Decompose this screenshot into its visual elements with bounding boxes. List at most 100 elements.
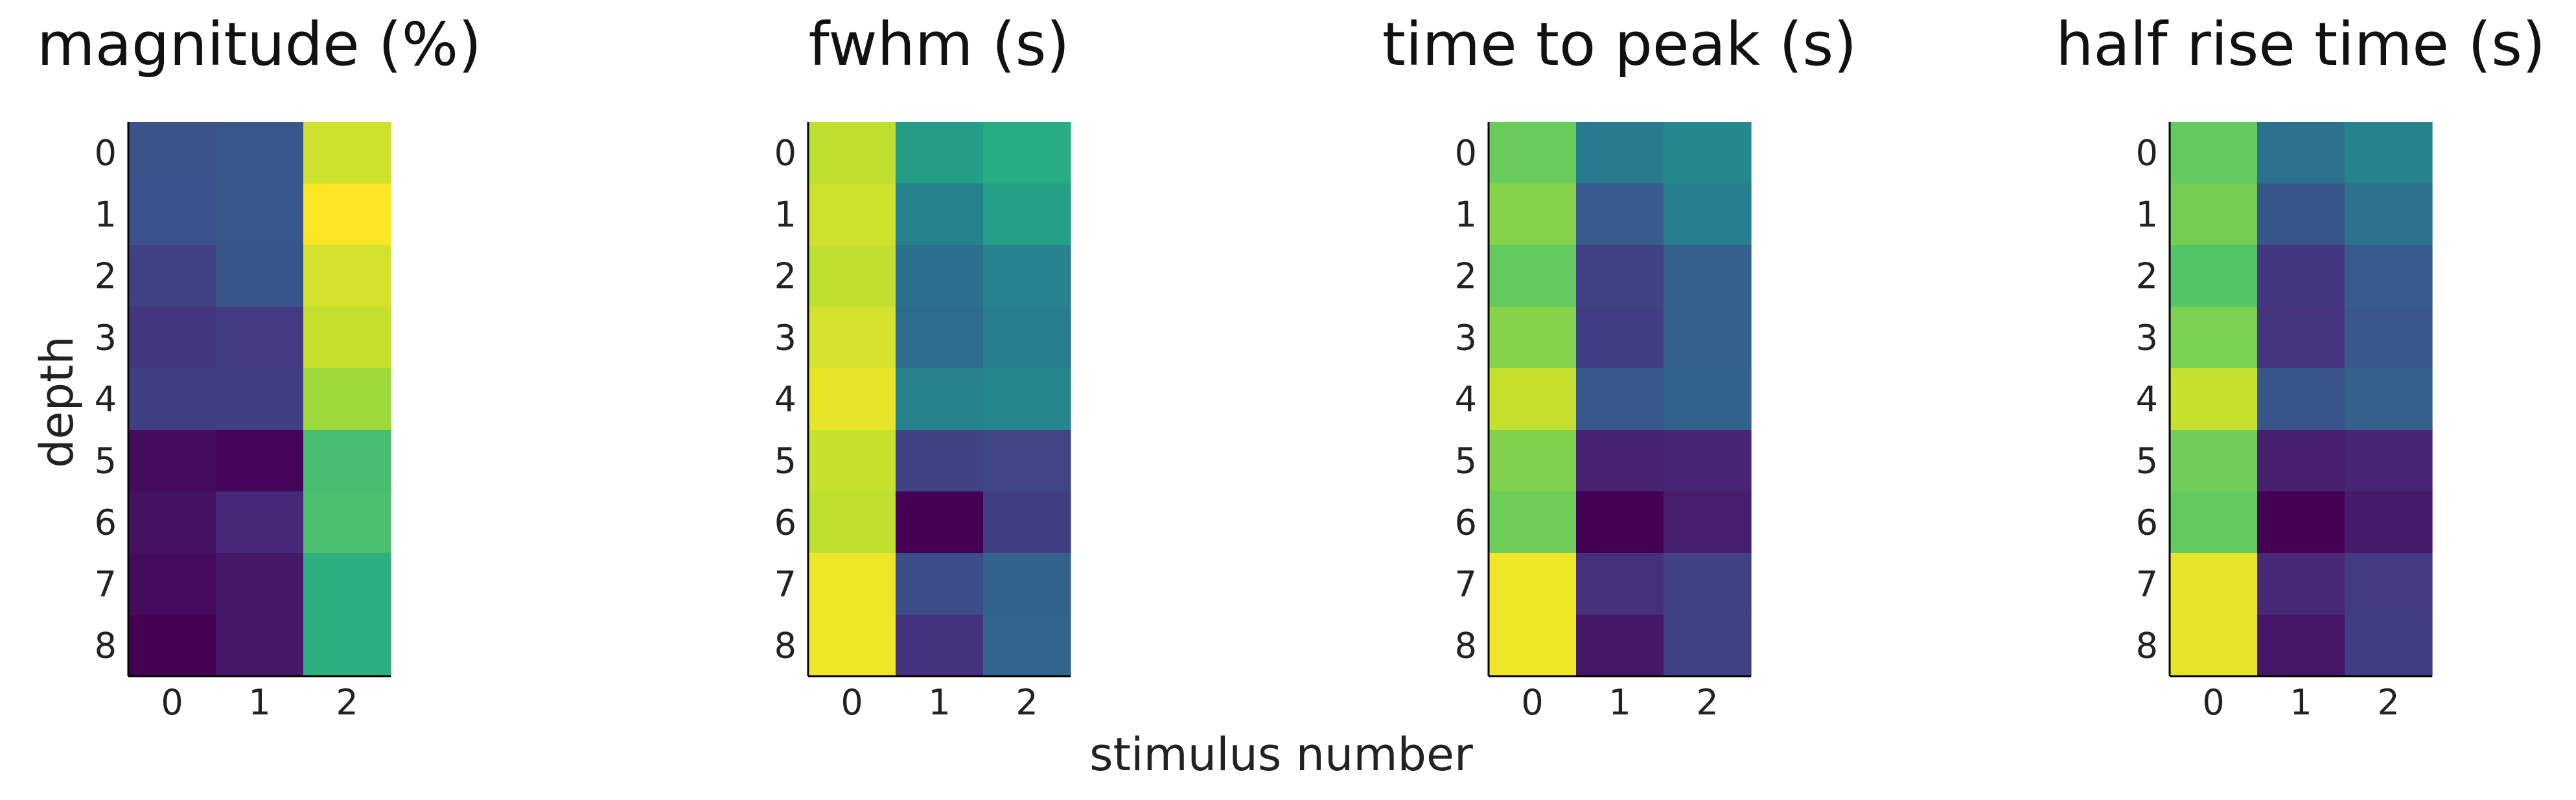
x-tick-label: 2 — [1015, 682, 1038, 723]
y-tick-label: 3 — [774, 318, 796, 359]
heatmap-cell — [2345, 553, 2433, 615]
heatmap-cell — [896, 307, 984, 369]
x-tick-label: 0 — [2202, 682, 2224, 723]
y-tick-label: 3 — [2136, 318, 2158, 359]
x-tick-label: 0 — [1521, 682, 1543, 723]
y-tick-label: 8 — [2136, 626, 2158, 666]
x-tick-label: 1 — [2290, 682, 2312, 723]
heatmap-cell — [983, 245, 1071, 307]
heatmap-cell — [2170, 307, 2258, 369]
y-tick-label: 7 — [2136, 564, 2158, 605]
heatmap-cell — [1576, 245, 1664, 307]
heatmap-cell — [2257, 553, 2345, 615]
heatmap-cell — [2345, 430, 2433, 492]
heatmap-cell — [1489, 615, 1577, 677]
heatmap-cell — [1664, 122, 1752, 184]
heatmap-cell — [896, 122, 984, 184]
heatmap-cell — [2257, 430, 2345, 492]
heatmap-cell — [1664, 368, 1752, 430]
y-tick-label: 5 — [1455, 441, 1477, 482]
heatmap-cell — [303, 491, 391, 554]
heatmap-cell — [2170, 183, 2258, 246]
x-axis-label: stimulus number — [1089, 728, 1473, 781]
heatmap-cell — [808, 553, 896, 615]
heatmap-cell — [1664, 553, 1752, 615]
heatmap-cell — [1664, 615, 1752, 677]
heatmap-cell — [1664, 245, 1752, 307]
heatmap-cell — [983, 430, 1071, 492]
heatmap-cell — [2345, 122, 2433, 184]
heatmap-cell — [1576, 183, 1664, 246]
y-tick-label: 7 — [95, 564, 117, 605]
heatmap-cell — [808, 245, 896, 307]
heatmap-cell — [1576, 553, 1664, 615]
heatmap-cell — [1576, 491, 1664, 554]
heatmap-cell — [983, 491, 1071, 554]
x-tick-label: 2 — [336, 682, 358, 723]
heatmap-cell — [128, 122, 216, 184]
heatmap-cell — [1664, 183, 1752, 246]
heatmap-cell — [1489, 122, 1577, 184]
heatmap-cell — [2170, 491, 2258, 554]
heatmap-cell — [303, 183, 391, 246]
y-tick-label: 8 — [1455, 626, 1477, 666]
x-tick-label: 2 — [2377, 682, 2399, 723]
heatmap-cell — [216, 553, 304, 615]
heatmap-cell — [808, 615, 896, 677]
y-tick-label: 1 — [1455, 194, 1477, 235]
panel-title: magnitude (%) — [37, 10, 482, 79]
heatmap-cell — [1576, 430, 1664, 492]
heatmap-panel: fwhm (s) 0 1 2 3 4 5 6 7 8 0 1 2 — [774, 10, 1071, 723]
heatmap-cell — [128, 245, 216, 307]
y-tick-label: 5 — [95, 441, 117, 482]
heatmap-cell — [303, 553, 391, 615]
y-tick-label: 6 — [774, 502, 796, 543]
heatmap-cell — [2170, 553, 2258, 615]
heatmap-cell — [1576, 122, 1664, 184]
heatmap-cell — [216, 122, 304, 184]
heatmap-cell — [303, 368, 391, 430]
heatmap-cell — [2345, 245, 2433, 307]
y-tick-label: 6 — [95, 502, 117, 543]
heatmap-cell — [216, 615, 304, 677]
x-tick-label: 0 — [161, 682, 183, 723]
heatmap-cell — [2170, 430, 2258, 492]
heatmap-cell — [128, 615, 216, 677]
y-tick-label: 2 — [774, 256, 796, 297]
y-tick-label: 5 — [2136, 441, 2158, 482]
heatmap-cell — [2345, 368, 2433, 430]
y-tick-label: 7 — [1455, 564, 1477, 605]
y-tick-label: 4 — [95, 379, 117, 420]
heatmap-cell — [2257, 183, 2345, 246]
heatmap-cell — [2257, 368, 2345, 430]
heatmap-cell — [128, 430, 216, 492]
y-tick-label: 2 — [2136, 256, 2158, 297]
heatmap-cell — [2170, 245, 2258, 307]
heatmap-cell — [983, 183, 1071, 246]
y-tick-label: 0 — [774, 133, 796, 174]
heatmap-cell — [128, 183, 216, 246]
heatmap-cell — [2345, 491, 2433, 554]
y-tick-label: 2 — [1455, 256, 1477, 297]
heatmap-cell — [303, 245, 391, 307]
heatmap-cell — [983, 615, 1071, 677]
heatmap-cell — [1664, 307, 1752, 369]
heatmap-panel: time to peak (s) 0 1 2 3 4 5 6 7 8 0 1 2 — [1382, 10, 1857, 723]
heatmap-cell — [303, 615, 391, 677]
heatmap-cell — [303, 307, 391, 369]
heatmap-cell — [808, 307, 896, 369]
heatmap-panels: magnitude (%) 0 1 2 3 4 5 6 7 8 0 1 2 fwhm (s) 0 1 2 3 4 5 6… — [37, 10, 2546, 723]
heatmap-cell — [896, 245, 984, 307]
heatmap-cell — [2170, 122, 2258, 184]
heatmap-cell — [303, 430, 391, 492]
heatmap-cell — [2257, 122, 2345, 184]
y-tick-label: 8 — [95, 626, 117, 666]
heatmap-cell — [808, 430, 896, 492]
y-tick-label: 2 — [95, 256, 117, 297]
heatmap-cell — [1664, 491, 1752, 554]
heatmap-cell — [808, 122, 896, 184]
heatmap-cell — [896, 368, 984, 430]
heatmap-cell — [128, 491, 216, 554]
heatmap-cell — [896, 553, 984, 615]
y-tick-label: 0 — [1455, 133, 1477, 174]
